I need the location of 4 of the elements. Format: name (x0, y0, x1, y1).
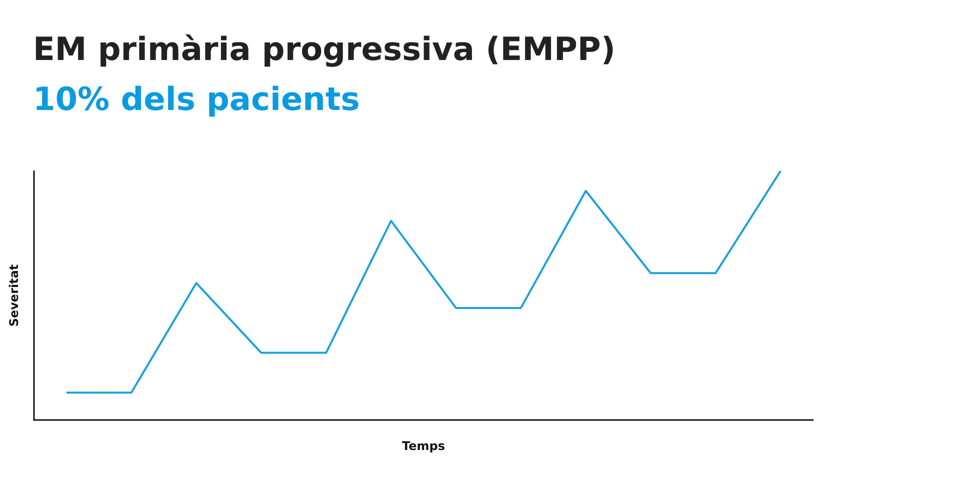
chart-title: EM primària progressiva (EMPP) (33, 30, 616, 68)
x-axis-title: Temps (402, 439, 445, 453)
chart-subtitle: 10% dels pacients (33, 80, 360, 118)
y-axis-title: Severitat (7, 264, 21, 327)
